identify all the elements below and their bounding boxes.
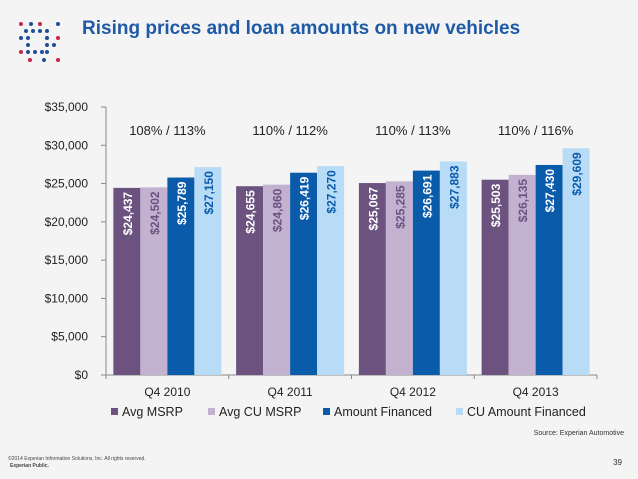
bar [562,148,590,375]
y-tick-label: $5,000 [51,330,88,344]
data-label: $24,860 [271,188,285,232]
x-tick-label: Q4 2011 [268,385,313,399]
y-tick-label: $20,000 [45,215,89,229]
data-label: $27,150 [202,171,216,215]
y-tick-label: $10,000 [45,291,89,305]
data-label: $25,503 [489,183,503,227]
source-note: Source: Experian Automotive [533,430,624,437]
data-label: $25,067 [366,187,380,231]
annotation-label: 110% / 113% [375,123,451,138]
x-tick-label: Q4 2013 [513,385,559,399]
legend-swatch [323,408,330,415]
bar [113,187,141,375]
annotation-label: 110% / 112% [252,123,328,138]
x-tick-label: Q4 2012 [390,385,436,399]
y-tick-label: $15,000 [45,253,89,267]
bar [290,172,318,375]
data-label: $26,135 [516,179,530,223]
data-label: $26,691 [420,174,434,218]
annotation-label: 108% / 113% [129,123,206,138]
bar [358,183,386,375]
page-number: 39 [613,458,622,467]
legend-label: Avg MSRP [122,405,183,419]
bar [194,167,222,375]
bar [263,184,291,375]
data-label: $26,419 [298,176,312,220]
data-label: $25,789 [175,181,189,225]
bar [140,187,168,375]
y-tick-label: $25,000 [45,177,89,191]
page-title: Rising prices and loan amounts on new ve… [82,18,521,39]
classification: Experian Public. [10,463,49,469]
data-label: $27,430 [543,169,557,213]
bar [535,164,563,375]
data-label: $29,609 [570,152,584,196]
bar [508,174,536,375]
bar [167,177,195,375]
bar [412,170,440,375]
data-label: $24,437 [121,192,135,236]
legend-swatch [111,408,118,415]
legend-swatch [208,408,215,415]
copyright-text: ©2014 Experian Information Solutions, In… [8,456,146,462]
y-tick-label: $30,000 [45,138,89,152]
data-label: $27,270 [325,170,339,214]
bar [385,181,413,375]
bar [439,161,467,375]
data-label: $24,655 [244,190,258,234]
legend-label: CU Amount Financed [467,405,586,419]
y-tick-label: $35,000 [45,100,89,114]
copyright: ©2014 Experian Information Solutions, In… [8,456,146,470]
bar [236,186,264,375]
legend-label: Amount Financed [334,405,432,419]
y-tick-label: $0 [75,368,89,382]
experian-logo [16,18,64,66]
x-tick-label: Q4 2010 [144,385,190,399]
bar [317,166,345,375]
data-label: $24,502 [148,191,162,235]
data-label: $27,883 [447,165,461,209]
legend-swatch [456,408,463,415]
annotation-label: 110% / 116% [498,123,574,138]
data-label: $25,285 [393,185,407,229]
bar [481,179,509,375]
legend-label: Avg CU MSRP [219,405,301,419]
